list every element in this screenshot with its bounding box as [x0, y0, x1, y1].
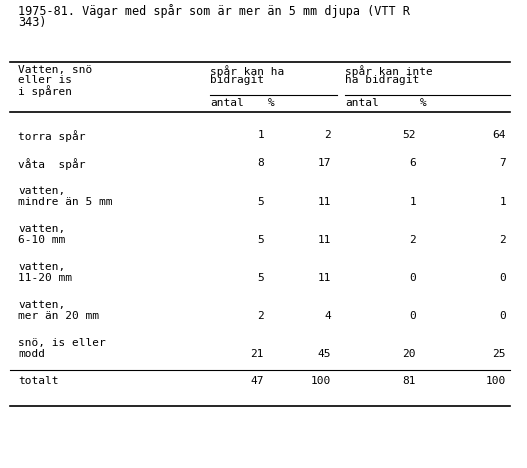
Text: 0: 0	[409, 311, 416, 321]
Text: spår kan inte: spår kan inte	[345, 65, 433, 77]
Text: ha bidragit: ha bidragit	[345, 75, 419, 85]
Text: 21: 21	[250, 349, 264, 359]
Text: bidragit: bidragit	[210, 75, 264, 85]
Text: 1: 1	[257, 130, 264, 140]
Text: vatten,: vatten,	[18, 300, 65, 310]
Text: vatten,: vatten,	[18, 224, 65, 234]
Text: 17: 17	[317, 158, 331, 168]
Text: 20: 20	[403, 349, 416, 359]
Text: mer än 20 mm: mer än 20 mm	[18, 311, 99, 321]
Text: antal: antal	[210, 98, 244, 108]
Text: snö, is eller: snö, is eller	[18, 338, 106, 348]
Text: Vatten, snö: Vatten, snö	[18, 65, 92, 75]
Text: modd: modd	[18, 349, 45, 359]
Text: 100: 100	[311, 376, 331, 386]
Text: 11: 11	[317, 235, 331, 245]
Text: 45: 45	[317, 349, 331, 359]
Text: 343): 343)	[18, 16, 46, 29]
Text: 47: 47	[250, 376, 264, 386]
Text: 1975-81. Vägar med spår som är mer än 5 mm djupa (VTT R: 1975-81. Vägar med spår som är mer än 5 …	[18, 4, 410, 18]
Text: 1: 1	[409, 197, 416, 207]
Text: 4: 4	[324, 311, 331, 321]
Text: 25: 25	[493, 349, 506, 359]
Text: 52: 52	[403, 130, 416, 140]
Text: 6-10 mm: 6-10 mm	[18, 235, 65, 245]
Text: 8: 8	[257, 158, 264, 168]
Text: vatten,: vatten,	[18, 186, 65, 196]
Text: mindre än 5 mm: mindre än 5 mm	[18, 197, 112, 207]
Text: 6: 6	[409, 158, 416, 168]
Text: 100: 100	[486, 376, 506, 386]
Text: 5: 5	[257, 197, 264, 207]
Text: spår kan ha: spår kan ha	[210, 65, 284, 77]
Text: 2: 2	[257, 311, 264, 321]
Text: totalt: totalt	[18, 376, 58, 386]
Text: våta  spår: våta spår	[18, 158, 85, 170]
Text: i spåren: i spåren	[18, 85, 72, 97]
Text: 0: 0	[499, 273, 506, 283]
Text: 11-20 mm: 11-20 mm	[18, 273, 72, 283]
Text: %: %	[268, 98, 275, 108]
Text: 0: 0	[409, 273, 416, 283]
Text: 2: 2	[324, 130, 331, 140]
Text: %: %	[420, 98, 427, 108]
Text: 0: 0	[499, 311, 506, 321]
Text: 5: 5	[257, 235, 264, 245]
Text: 11: 11	[317, 197, 331, 207]
Text: 7: 7	[499, 158, 506, 168]
Text: 5: 5	[257, 273, 264, 283]
Text: 11: 11	[317, 273, 331, 283]
Text: 64: 64	[493, 130, 506, 140]
Text: vatten,: vatten,	[18, 262, 65, 272]
Text: 2: 2	[499, 235, 506, 245]
Text: torra spår: torra spår	[18, 130, 85, 142]
Text: 81: 81	[403, 376, 416, 386]
Text: eller is: eller is	[18, 75, 72, 85]
Text: 2: 2	[409, 235, 416, 245]
Text: antal: antal	[345, 98, 379, 108]
Text: 1: 1	[499, 197, 506, 207]
